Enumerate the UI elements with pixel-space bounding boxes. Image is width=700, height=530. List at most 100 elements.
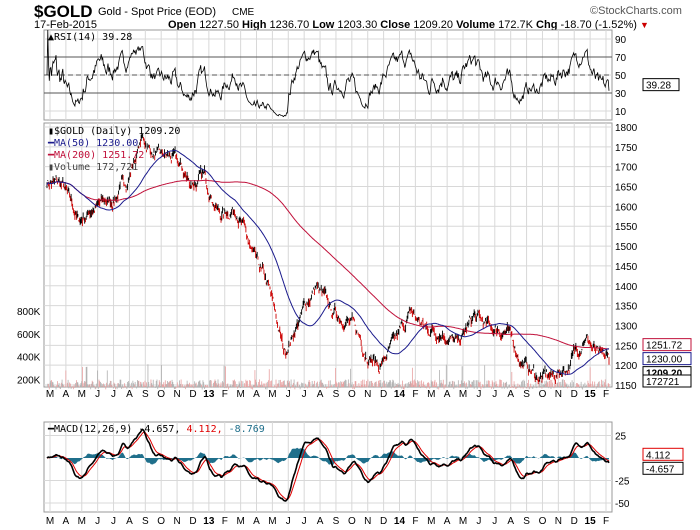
volume-tick-label: 800K <box>17 307 41 318</box>
ma50-legend: ━MA(50) 1230.00 <box>47 138 138 149</box>
price-tick-label: 1350 <box>615 302 638 313</box>
volume-value-label: 172721 <box>646 377 680 388</box>
x-tick-label: A <box>444 389 451 400</box>
close-value-label: 1209.20 <box>646 369 683 380</box>
x-tick-label: O <box>348 516 356 527</box>
macd-tick-label: -25 <box>615 477 630 488</box>
x-tick-label: A <box>63 516 70 527</box>
x-tick-label: A <box>126 389 133 400</box>
price-tick-label: 1650 <box>615 183 638 194</box>
x-tick-label: O <box>157 389 165 400</box>
x-tick-label: A <box>253 389 260 400</box>
rsi-line <box>46 29 610 118</box>
x-tick-label: M <box>78 516 86 527</box>
volume-tick-label: 400K <box>17 353 41 364</box>
x-tick-label: 14 <box>394 389 406 400</box>
x-tick-label: J <box>286 389 291 400</box>
x-tick-label: N <box>555 389 562 400</box>
x-tick-label: O <box>539 389 547 400</box>
close-value: 1209.20 <box>413 19 454 31</box>
chg-value: -18.70 (-1.52%) <box>560 19 637 31</box>
x-tick-label: S <box>333 389 340 400</box>
rsi-tick-label: 30 <box>615 89 627 100</box>
x-tick-label: N <box>364 389 371 400</box>
x-tick-label: J <box>302 389 307 400</box>
x-tick-label: J <box>492 516 497 527</box>
x-tick-label: J <box>476 516 481 527</box>
rsi-tick-label: 70 <box>615 53 627 64</box>
high-label: High <box>242 19 267 31</box>
volume-value: 172.7K <box>498 19 533 31</box>
x-tick-label: A <box>507 516 514 527</box>
price-tick-label: 1750 <box>615 143 638 154</box>
x-tick-label: J <box>95 516 100 527</box>
x-tick-label: J <box>111 516 116 527</box>
x-tick-label: M <box>46 516 54 527</box>
x-tick-label: S <box>142 389 149 400</box>
x-tick-label: D <box>189 389 196 400</box>
x-tick-label: 13 <box>203 516 215 527</box>
x-tick-label: S <box>523 516 530 527</box>
ma200-line <box>46 179 610 350</box>
ma200-legend: ━MA(200) 1251.72 <box>47 150 144 161</box>
low-value: 1203.30 <box>337 19 378 31</box>
rsi-value-label: 39.28 <box>646 81 671 92</box>
chg-label: Chg <box>536 19 558 31</box>
instrument-name: Gold - Spot Price (EOD) <box>98 6 216 18</box>
down-triangle-icon: ▼ <box>639 20 649 30</box>
ma50-value-label: 1230.00 <box>646 355 683 366</box>
x-tick-label: O <box>157 516 165 527</box>
macd-signal-line <box>46 431 610 500</box>
x-tick-label: M <box>268 516 276 527</box>
x-tick-label: F <box>222 389 228 400</box>
x-tick-label: D <box>571 516 578 527</box>
macd-line <box>46 428 610 502</box>
x-tick-label: M <box>459 516 467 527</box>
x-tick-label: 13 <box>203 389 215 400</box>
x-tick-label: D <box>380 389 387 400</box>
price-tick-label: 1600 <box>615 202 638 213</box>
quote-date: 17-Feb-2015 <box>34 19 97 31</box>
rsi-tick-label: 10 <box>615 107 627 118</box>
price-tick-label: 1450 <box>615 262 638 273</box>
x-tick-label: M <box>427 516 435 527</box>
price-tick-label: 1250 <box>615 341 638 352</box>
x-tick-label: D <box>380 516 387 527</box>
rsi-tick-label: 90 <box>615 35 627 46</box>
x-tick-label: F <box>222 516 228 527</box>
x-tick-label: S <box>333 516 340 527</box>
x-tick-label: N <box>173 389 180 400</box>
x-tick-label: N <box>555 516 562 527</box>
ma50-line <box>46 149 610 375</box>
volume-legend: ▮Volume 172,721 <box>48 162 138 173</box>
macd-signal-value-label-box <box>642 447 684 461</box>
price-tick-label: 1550 <box>615 222 638 233</box>
macd-legend: ━MACD(12,26,9) -4.657, 4.112, -8.769 <box>47 424 265 435</box>
rsi-legend: ▲RSI(14) 39.28 <box>48 32 132 43</box>
price-legend: ▮$GOLD (Daily) 1209.20 <box>48 126 180 137</box>
open-value: 1227.50 <box>199 19 239 31</box>
x-tick-label: A <box>63 389 70 400</box>
open-label: Open <box>168 19 197 31</box>
x-tick-label: J <box>95 389 100 400</box>
ma50-value-label-box <box>642 352 692 366</box>
symbol: $GOLD <box>34 2 93 21</box>
x-tick-label: 14 <box>394 516 406 527</box>
x-tick-label: M <box>427 389 435 400</box>
x-tick-label: A <box>126 516 133 527</box>
x-tick-label: J <box>111 389 116 400</box>
price-tick-label: 1800 <box>615 123 638 134</box>
x-tick-label: A <box>317 389 324 400</box>
x-tick-label: 15 <box>585 389 597 400</box>
high-value: 1236.70 <box>269 19 310 31</box>
x-tick-label: M <box>268 389 276 400</box>
macd-value-label-box <box>642 461 684 475</box>
x-tick-label: J <box>302 516 307 527</box>
x-tick-label: M <box>236 389 244 400</box>
close-label: Close <box>380 19 411 31</box>
x-tick-label: A <box>507 389 514 400</box>
rsi-value-label-box <box>642 78 680 92</box>
x-tick-label: F <box>603 389 609 400</box>
